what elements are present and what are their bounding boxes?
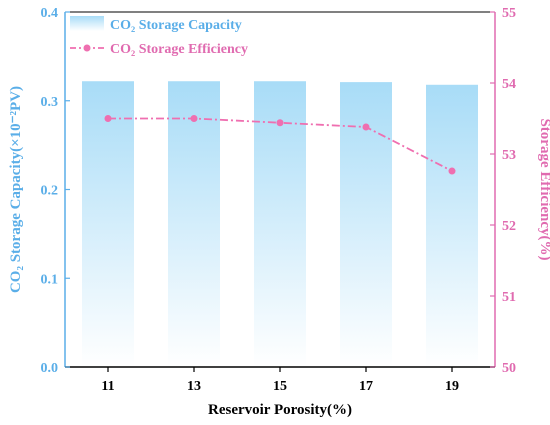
x-tick-label: 15 xyxy=(273,379,287,394)
y-right-axis-title: Storage Efficiency(%) xyxy=(537,118,550,260)
efficiency-point xyxy=(448,167,456,175)
bar xyxy=(82,81,134,367)
bar xyxy=(168,81,220,367)
x-tick-label: 11 xyxy=(101,379,114,394)
legend-label-efficiency: CO₂ Storage Efficiency xyxy=(110,42,248,57)
x-axis-title: Reservoir Porosity(%) xyxy=(208,402,352,418)
x-tick-label: 13 xyxy=(187,379,201,394)
y-right-tick-label: 54 xyxy=(502,77,516,92)
y-right-tick-label: 55 xyxy=(502,6,516,21)
y-left-axis-title: CO₂ Storage Capacity(×10⁻²PV) xyxy=(8,86,24,293)
y-left-tick-label: 0.3 xyxy=(41,95,59,110)
bar xyxy=(426,84,478,368)
efficiency-point xyxy=(104,115,112,122)
x-tick-label: 17 xyxy=(359,379,373,394)
bar xyxy=(254,81,306,367)
y-right-tick-label: 52 xyxy=(502,219,516,234)
efficiency-point xyxy=(276,119,284,127)
efficiency-point xyxy=(362,123,370,131)
y-right-tick-label: 51 xyxy=(502,290,516,305)
y-left-tick-label: 0.2 xyxy=(41,184,59,199)
y-left-tick-label: 0.0 xyxy=(41,361,59,376)
y-left-tick-label: 0.1 xyxy=(41,272,59,287)
legend-swatch-capacity xyxy=(70,16,104,31)
efficiency-point xyxy=(190,115,198,122)
y-right-tick-label: 53 xyxy=(502,148,516,163)
y-right-tick-label: 50 xyxy=(502,361,516,376)
legend-label-capacity: CO₂ Storage Capacity xyxy=(110,18,242,33)
y-left-tick-label: 0.4 xyxy=(41,6,59,21)
x-tick-label: 19 xyxy=(445,379,459,394)
legend-marker-efficiency xyxy=(83,44,91,52)
